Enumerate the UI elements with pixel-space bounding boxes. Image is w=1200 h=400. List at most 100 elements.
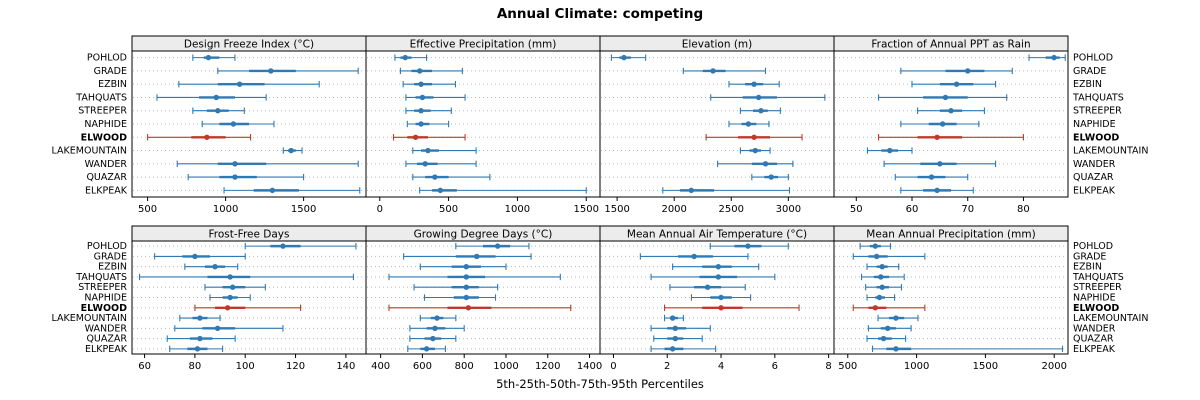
station-label-left-naphide: NAPHIDE <box>84 293 127 304</box>
station-label-left-ezbin: EZBIN <box>98 79 127 90</box>
interval-lakemountain <box>179 314 221 322</box>
station-label-right-lakemountain: LAKEMOUNTAIN <box>1073 146 1148 157</box>
interval-grade <box>639 253 749 260</box>
interval-grade <box>154 253 246 260</box>
station-label-right-elkpeak: ELKPEAK <box>1073 344 1116 355</box>
interval-pohlod <box>859 242 891 250</box>
interval-tahquats <box>405 94 466 101</box>
x-tick-label: 800 <box>455 361 474 372</box>
panel-effective-precipitation-mm: Effective Precipitation (mm) 0 500 1000 1500 <box>365 35 601 215</box>
median-dot <box>194 346 201 352</box>
panel-strip-title: Growing Degree Days (°C) <box>414 229 553 241</box>
panel-strip-title: Fraction of Annual PPT as Rain <box>871 39 1030 51</box>
interval-lakemountain <box>664 314 684 322</box>
median-dot <box>227 294 233 301</box>
station-label-right-wander: WANDER <box>1073 159 1116 170</box>
x-tick-label: 2 <box>664 361 670 372</box>
median-dot <box>474 253 480 260</box>
x-tick-label: 500 <box>439 204 458 215</box>
median-dot <box>710 68 716 74</box>
x-tick-label: 60 <box>138 361 151 372</box>
station-label-right-elwood: ELWOOD <box>1073 303 1119 314</box>
median-dot <box>463 274 469 280</box>
x-tick-label: 1500 <box>291 204 316 215</box>
median-dot <box>893 315 899 321</box>
station-label-left-wander: WANDER <box>85 159 128 170</box>
interval-wander <box>867 325 912 332</box>
median-dot <box>884 325 891 332</box>
interval-elkpeak <box>871 345 1064 353</box>
interval-streeper <box>204 284 266 291</box>
x-tick-label: 100 <box>236 361 255 372</box>
interval-elwood <box>392 134 466 141</box>
median-dot <box>715 263 722 270</box>
interval-quazar <box>412 173 491 181</box>
interval-ezbin <box>866 263 900 270</box>
median-dot <box>953 81 960 87</box>
interval-quazar <box>187 173 305 181</box>
median-dot <box>704 284 711 290</box>
interval-grade <box>403 253 532 260</box>
x-tick-label: 1500 <box>574 204 599 215</box>
x-tick-label: 1000 <box>213 204 238 215</box>
median-dot <box>691 253 697 260</box>
median-dot <box>758 108 764 114</box>
chart-title: Annual Climate: competing <box>496 6 704 22</box>
interval-quazar <box>409 335 457 342</box>
median-dot <box>192 253 198 260</box>
median-dot <box>463 263 469 270</box>
panel-mean-annual-precipitation-mm: Mean Annual Precipitation (mm) 500 1000 150… <box>833 225 1069 372</box>
median-dot <box>434 315 440 321</box>
station-label-right-quazar: QUAZAR <box>1073 172 1114 183</box>
median-dot <box>463 284 469 290</box>
interval-lakemountain <box>412 147 477 154</box>
x-tick-label: 120 <box>286 361 305 372</box>
interval-pohlod <box>244 242 357 250</box>
x-tick-label: 6 <box>772 361 778 372</box>
interval-wander <box>405 160 477 168</box>
interval-tahquats <box>156 94 267 101</box>
median-dot <box>887 147 893 154</box>
interval-lakemountain <box>419 314 457 322</box>
x-tick-label: 2000 <box>661 204 686 215</box>
median-dot <box>755 94 762 101</box>
median-dot <box>494 243 501 249</box>
station-label-left-lakemountain: LAKEMOUNTAIN <box>52 146 127 157</box>
station-label-left-streeper: STREEPER <box>78 106 127 117</box>
interval-pohlod <box>192 54 236 61</box>
panel-frost-free-days: Frost-Free Days 60 80 100 120 140 <box>131 225 367 372</box>
interval-ezbin <box>184 263 239 270</box>
station-label-right-grade: GRADE <box>1073 251 1106 262</box>
interval-tahquats <box>860 273 905 281</box>
interval-elwood <box>705 134 803 141</box>
interval-pohlod <box>610 54 647 61</box>
x-tick-label: 50 <box>850 204 863 215</box>
interval-wander <box>717 160 794 168</box>
median-dot <box>224 305 231 311</box>
interval-quazar <box>894 173 969 181</box>
median-dot <box>873 253 880 260</box>
interval-elkpeak <box>662 187 791 194</box>
interval-grade <box>217 67 359 75</box>
panel-border <box>833 240 1069 355</box>
median-dot <box>230 121 237 127</box>
panel-strip-title: Elevation (m) <box>682 39 753 51</box>
interval-streeper <box>192 107 245 114</box>
station-label-left-pohlod: POHLOD <box>87 241 127 252</box>
median-dot <box>751 134 757 140</box>
interval-streeper <box>413 284 499 291</box>
interval-tahquats <box>388 273 561 281</box>
median-dot <box>418 108 424 114</box>
x-tick-label: 140 <box>336 361 355 372</box>
median-dot <box>213 94 219 101</box>
station-label-left-elwood: ELWOOD <box>81 132 127 143</box>
interval-ezbin <box>728 80 780 88</box>
interval-ezbin <box>672 263 760 270</box>
interval-pohlod <box>709 242 789 250</box>
median-dot <box>745 243 751 249</box>
interval-elkpeak <box>223 187 361 194</box>
median-dot <box>280 243 286 249</box>
station-label-right-naphide: NAPHIDE <box>1073 293 1116 304</box>
station-label-left-lakemountain: LAKEMOUNTAIN <box>52 313 127 324</box>
